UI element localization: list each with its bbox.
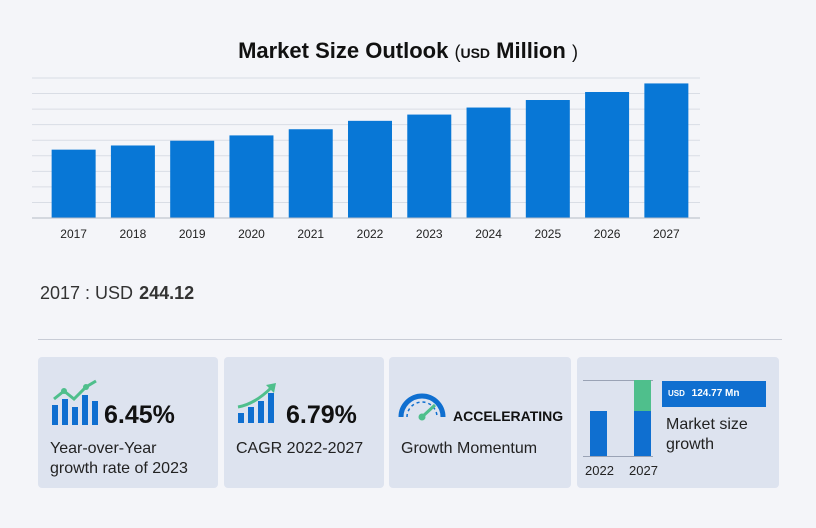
- bar-2023: [407, 114, 452, 218]
- summary-label: 2017 : USD: [40, 283, 134, 303]
- card-cagr: 6.79% CAGR 2022-2027: [224, 357, 384, 488]
- title-currency: USD: [460, 45, 491, 61]
- yoy-text-2: growth rate of 2023: [50, 460, 188, 477]
- summary-value: 244.12: [139, 283, 195, 303]
- mini-bar-2027-base: [634, 411, 651, 456]
- trend-up-icon: [237, 383, 276, 423]
- summary-2017: 2017 : USD 244.12: [40, 283, 194, 304]
- x-tick-2025: 2025: [534, 227, 561, 241]
- x-tick-2021: 2021: [297, 227, 324, 241]
- growth-text-2: growth: [666, 436, 715, 453]
- card-yoy-growth: 6.45% Year-over-Year growth rate of 2023: [38, 357, 218, 488]
- bar-2025: [525, 100, 570, 218]
- bar-2021: [288, 129, 333, 218]
- title-paren-close: ): [571, 42, 578, 62]
- badge-value: 124.77 Mn: [691, 388, 740, 399]
- mini-top-line: [583, 380, 653, 381]
- bar-2022: [348, 120, 392, 218]
- bar-2024: [466, 107, 511, 218]
- x-tick-2017: 2017: [60, 227, 87, 241]
- mini-year-2027: 2027: [629, 463, 658, 478]
- growth-text-1: Market size: [666, 416, 748, 433]
- x-tick-2022: 2022: [357, 227, 384, 241]
- x-tick-2019: 2019: [179, 227, 206, 241]
- x-tick-2027: 2027: [653, 227, 680, 241]
- x-tick-2020: 2020: [238, 227, 265, 241]
- chart-title: Market Size Outlook (USD Million ): [0, 38, 816, 64]
- card-momentum: ACCELERATING Growth Momentum: [389, 357, 571, 488]
- title-main: Market Size Outlook: [238, 38, 449, 63]
- mini-bar-2022: [590, 411, 607, 456]
- mini-axis-line: [583, 456, 653, 457]
- card-market-growth: 2022 2027 USD 124.77 Mn Market size grow…: [577, 357, 779, 488]
- x-tick-2023: 2023: [416, 227, 443, 241]
- title-unit: Million: [496, 38, 566, 63]
- x-tick-2024: 2024: [475, 227, 502, 241]
- x-tick-2018: 2018: [120, 227, 147, 241]
- x-tick-2026: 2026: [594, 227, 621, 241]
- bar-growth-icon: [52, 379, 98, 425]
- divider: [38, 339, 782, 340]
- bar-2018: [110, 145, 155, 218]
- mini-bar-2027-growth: [634, 380, 651, 411]
- speedometer-icon: [398, 393, 446, 421]
- momentum-value: ACCELERATING: [453, 408, 564, 424]
- mini-year-2022: 2022: [585, 463, 614, 478]
- growth-badge: USD 124.77 Mn: [662, 381, 766, 407]
- cagr-text: CAGR 2022-2027: [236, 440, 364, 457]
- yoy-text-1: Year-over-Year: [50, 440, 157, 457]
- bar-2027: [644, 83, 689, 218]
- bar-chart: 2017 2018 2019 2020 2021 2022 2023 2024 2025 2026…: [32, 77, 700, 241]
- momentum-text: Growth Momentum: [401, 440, 538, 457]
- bar-2026: [585, 92, 630, 218]
- title-paren-open: (: [454, 42, 461, 62]
- bar-2019: [170, 140, 215, 218]
- bar-2017: [51, 149, 96, 218]
- bar-2020: [229, 135, 274, 218]
- cagr-value: 6.79%: [286, 401, 357, 429]
- badge-currency: USD: [668, 389, 685, 398]
- yoy-value: 6.45%: [104, 401, 175, 429]
